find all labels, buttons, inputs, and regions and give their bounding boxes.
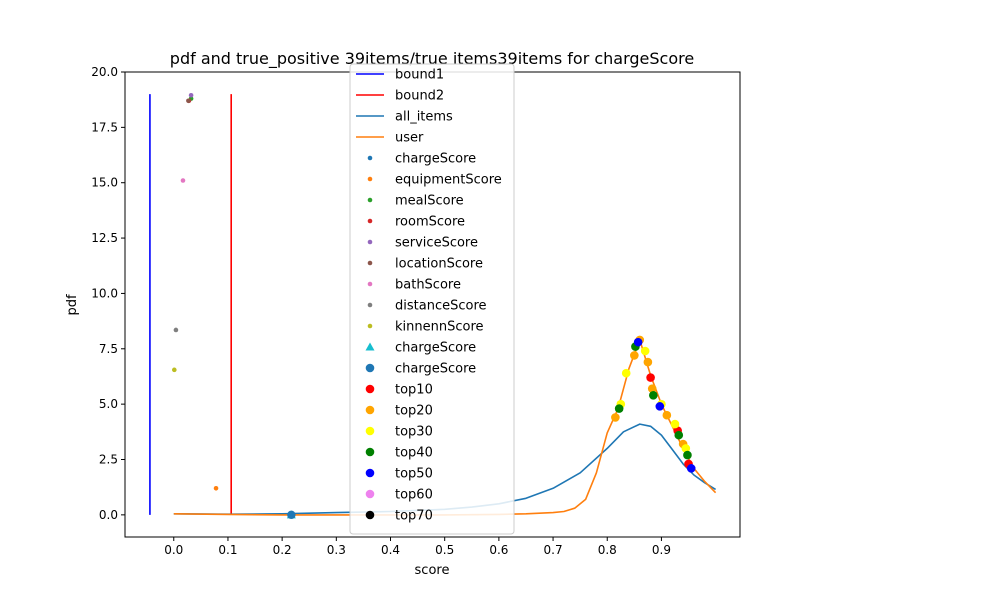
y-tick-label: 7.5 [99,342,118,356]
top10-point [646,373,655,382]
legend-swatch-bathScore [367,281,373,287]
legend-swatch-kinnennScore [367,323,373,329]
legend-label-bathScore: bathScore [395,278,461,293]
equipmentScore-point [213,485,219,491]
legend-swatch-chargeScore [367,155,373,161]
legend-swatch-serviceScore [367,239,373,245]
y-tick-label: 12.5 [91,231,118,245]
legend-swatch-top50 [365,468,375,478]
x-tick-label: 0.0 [164,543,183,557]
legend-label-roomScore: roomScore [395,215,465,230]
top20-point [643,357,653,367]
legend-label-all-items: all_items [395,110,453,125]
x-tick-label: 0.5 [435,543,454,557]
legend-label-chargeScore: chargeScore [395,152,476,167]
legend-swatch-mealScore [367,197,373,203]
top40-point [674,430,684,440]
legend-swatch-roomScore [367,218,373,224]
y-axis: 0.0 2.5 5.0 7.5 10.0 12.5 15.0 17.5 20.0 [91,65,125,522]
y-tick-label: 10.0 [91,286,118,300]
legend-swatch-top10 [365,384,375,394]
top30-point [640,346,650,356]
top20-point [611,413,620,422]
legend-label-chargeScore: chargeScore [395,341,476,356]
top50-point [686,464,696,473]
top20-point [662,410,672,420]
top20-point [630,351,639,360]
legend-swatch-equipmentScore [367,176,373,182]
legend-label-mealScore: mealScore [395,194,464,209]
y-tick-label: 20.0 [91,65,118,79]
legend-swatch-locationScore [367,260,373,266]
x-tick-label: 0.7 [544,543,563,557]
y-tick-label: 0.0 [99,508,118,522]
x-tick-label: 0.3 [327,543,346,557]
legend-swatch-top40 [365,447,375,457]
legend-swatch-top20 [365,405,375,415]
legend-swatch-top70 [365,510,375,520]
legend-label-serviceScore: serviceScore [395,236,478,251]
charge-score-big-marker [287,510,296,520]
top40-point [614,404,624,413]
legend-label-distanceScore: distanceScore [395,299,487,314]
top30-point [621,368,631,378]
legend-swatch-chargeScore [365,363,375,373]
legend-label-equipmentScore: equipmentScore [395,173,502,188]
legend-label-bound2: bound2 [395,89,444,104]
legend-swatch-chargeScore-triangle [365,342,375,351]
x-tick-label: 0.1 [218,543,237,557]
legend-label-top50: top50 [395,467,433,482]
x-axis-label: score [415,563,450,578]
x-tick-label: 0.4 [381,543,400,557]
x-tick-label: 0.9 [652,543,671,557]
y-tick-label: 15.0 [91,176,118,190]
legend-label-top20: top20 [395,404,433,419]
x-tick-label: 0.6 [489,543,508,557]
legend-label-top70: top70 [395,509,433,524]
legend-label-bound1: bound1 [395,68,444,83]
legend-box [349,63,515,535]
legend-label-chargeScore: chargeScore [395,362,476,377]
legend-label-kinnennScore: kinnennScore [395,320,484,335]
kinnennScore-point [172,367,177,373]
legend-label-top60: top60 [395,488,433,503]
top50-point [633,337,643,347]
x-tick-label: 0.8 [598,543,617,557]
legend-label-top40: top40 [395,446,433,461]
legend-swatch-top60 [365,489,375,499]
chart-title: pdf and true_positive 39items/true items… [170,49,694,69]
top30-point [681,444,691,453]
x-axis: 0.0 0.1 0.2 0.3 0.4 0.5 0.6 0.7 0.8 0.9 [164,537,671,557]
top50-point [655,402,665,411]
x-tick-label: 0.2 [273,543,292,557]
top40-point [683,450,692,460]
top30-point [670,419,680,429]
legend-label-top10: top10 [395,383,433,398]
y-axis-label: pdf [65,294,80,316]
legend-label-top30: top30 [395,425,433,440]
legend-swatch-distanceScore [367,302,373,308]
plot-area [149,92,717,520]
serviceScore-point [188,92,194,98]
top20-point [647,384,657,393]
legend-label-locationScore: locationScore [395,257,483,272]
y-tick-label: 5.0 [99,397,118,411]
top40-point [649,390,658,400]
legend-label-user: user [395,131,424,146]
bathScore-point [180,178,186,183]
legend-swatch-top30 [365,426,375,436]
distanceScore-point [173,327,179,333]
locationScore-point [186,98,191,104]
y-tick-label: 17.5 [91,120,118,134]
y-tick-label: 2.5 [99,453,118,467]
